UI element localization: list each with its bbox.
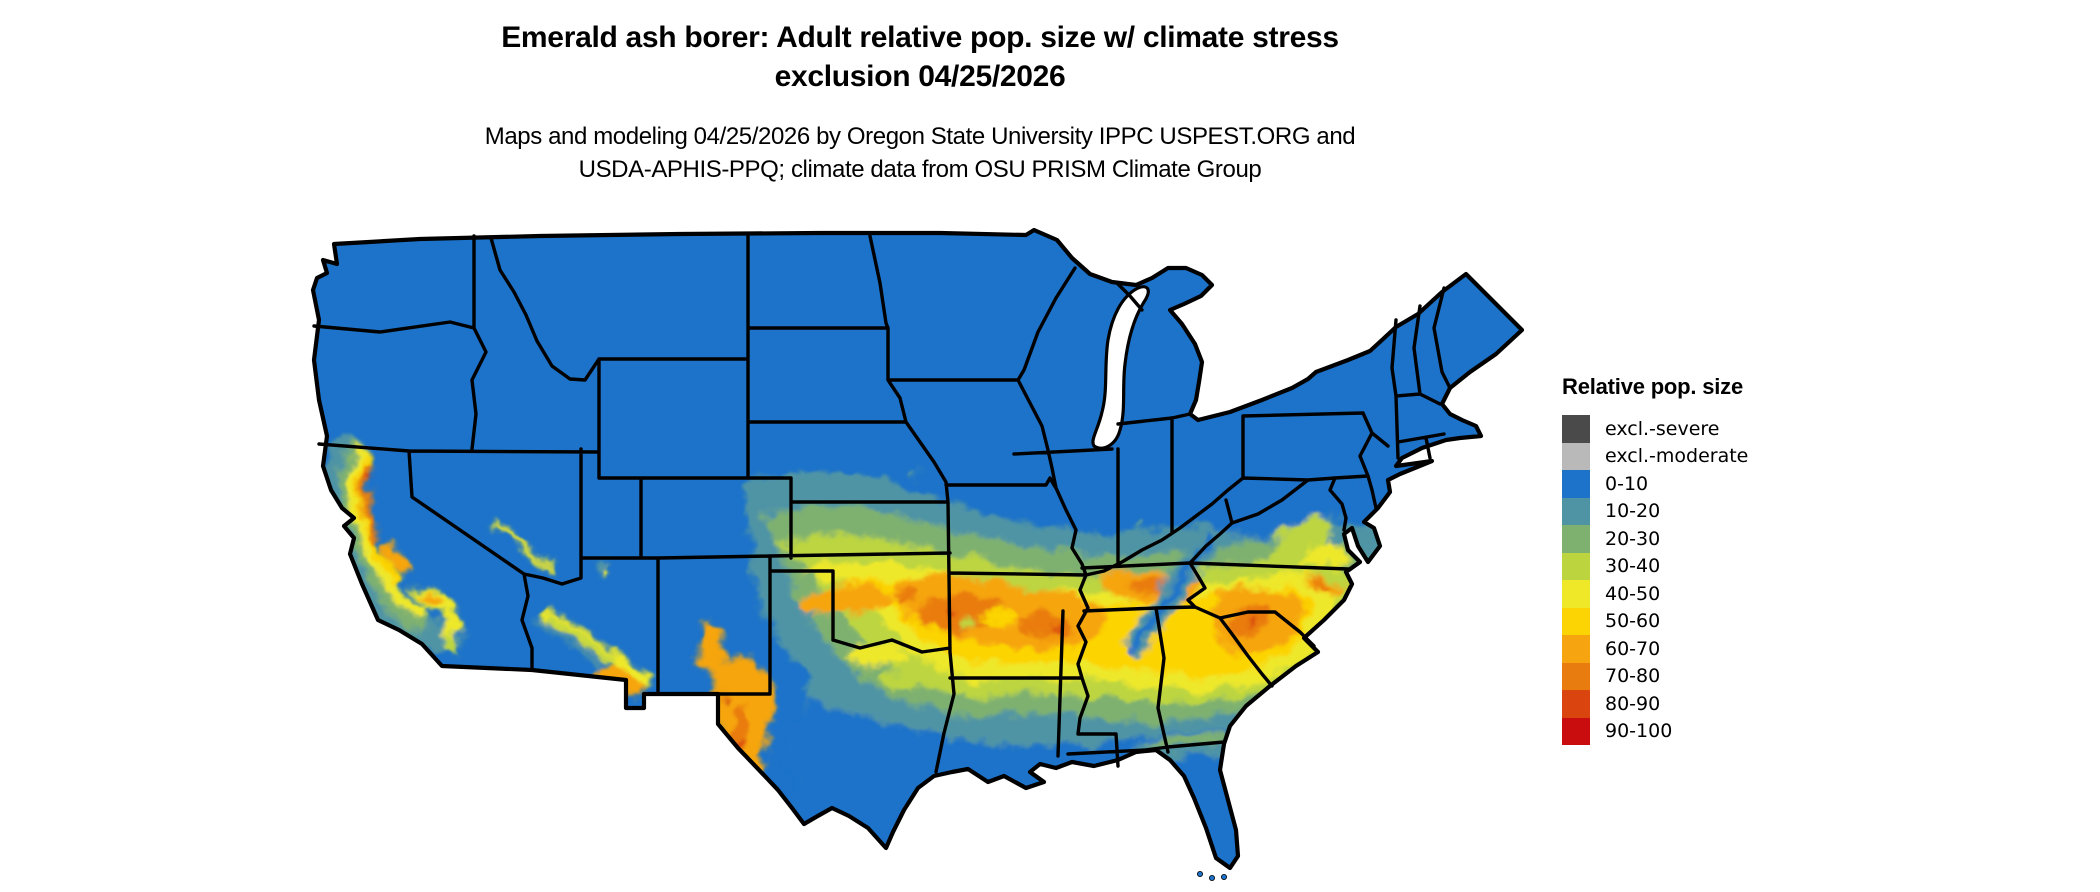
legend-label: excl.-severe (1605, 417, 1720, 440)
legend-item: 20-30 (1562, 525, 1882, 553)
map-legend: Relative pop. size excl.-severe excl.-mo… (1562, 374, 1882, 745)
legend-label: 50-60 (1605, 610, 1661, 633)
legend-swatch-70-80 (1562, 662, 1590, 690)
us-map-svg (300, 228, 1540, 882)
legend-swatch-60-70 (1562, 635, 1590, 663)
legend-label: 90-100 (1605, 720, 1673, 743)
us-map (300, 228, 1540, 888)
legend-swatch-30-40 (1562, 552, 1590, 580)
map-title: Emerald ash borer: Adult relative pop. s… (300, 18, 1540, 96)
legend-label: 70-80 (1605, 665, 1661, 688)
legend-item: 0-10 (1562, 470, 1882, 498)
legend-swatch-10-20 (1562, 497, 1590, 525)
legend-swatch-excl-severe (1562, 415, 1590, 443)
legend-item: 70-80 (1562, 662, 1882, 690)
legend-item: 60-70 (1562, 635, 1882, 663)
map-title-line1: Emerald ash borer: Adult relative pop. s… (501, 21, 1339, 54)
legend-label: 0-10 (1605, 472, 1649, 495)
legend-item: 40-50 (1562, 580, 1882, 608)
legend-label: 10-20 (1605, 500, 1661, 523)
legend-title: Relative pop. size (1562, 374, 1744, 399)
legend-item: 80-90 (1562, 690, 1882, 718)
legend-item: excl.-moderate (1562, 442, 1882, 470)
legend-label: 20-30 (1605, 527, 1661, 550)
map-title-line2: exclusion 04/25/2026 (774, 60, 1066, 93)
map-subtitle-line2: USDA-APHIS-PPQ; climate data from OSU PR… (578, 156, 1262, 183)
population-raster (328, 434, 1394, 868)
legend-label: 60-70 (1605, 637, 1661, 660)
legend-swatch-40-50 (1562, 580, 1590, 608)
legend-label: excl.-moderate (1605, 445, 1749, 468)
legend-items: excl.-severe excl.-moderate 0-10 10-20 2… (1562, 415, 1882, 745)
map-subtitle: Maps and modeling 04/25/2026 by Oregon S… (300, 120, 1540, 186)
legend-item: 50-60 (1562, 607, 1882, 635)
legend-swatch-50-60 (1562, 607, 1590, 635)
map-subtitle-line1: Maps and modeling 04/25/2026 by Oregon S… (484, 123, 1356, 150)
legend-swatch-20-30 (1562, 525, 1590, 553)
legend-swatch-90-100 (1562, 717, 1590, 745)
legend-label: 40-50 (1605, 582, 1661, 605)
legend-swatch-excl-moderate (1562, 442, 1590, 470)
legend-item: 90-100 (1562, 717, 1882, 745)
legend-item: 30-40 (1562, 552, 1882, 580)
florida-keys (1197, 871, 1228, 882)
legend-item: excl.-severe (1562, 415, 1882, 443)
figure-header: Emerald ash borer: Adult relative pop. s… (300, 18, 1540, 186)
legend-swatch-80-90 (1562, 690, 1590, 718)
legend-label: 80-90 (1605, 692, 1661, 715)
legend-swatch-0-10 (1562, 470, 1590, 498)
legend-label: 30-40 (1605, 555, 1661, 578)
legend-item: 10-20 (1562, 497, 1882, 525)
